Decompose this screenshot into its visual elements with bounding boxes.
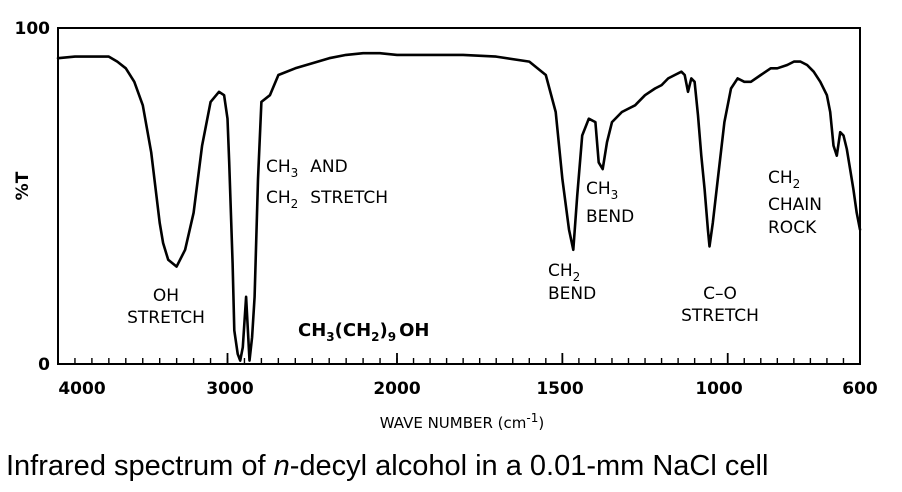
formula-ch: CH (298, 320, 326, 341)
plot-frame (57, 27, 861, 365)
minor-ticks (57, 358, 861, 364)
spectrum-line (56, 51, 862, 362)
formula-sub-3: 3 (326, 330, 334, 344)
caption-post: -decyl alcohol in a 0.01-mm NaCl cell (289, 450, 769, 482)
formula-paren: ) (380, 320, 388, 341)
x-tick-label-1500: 1500 (536, 379, 583, 399)
ch2-bend-text: CH (548, 261, 573, 281)
annotation-ch3-bend-1: CH3 (586, 179, 618, 202)
annotation-ch-stretch-2: CH2 STRETCH (266, 188, 388, 211)
ch2-sub: 2 (291, 197, 299, 211)
ch3-text: CH (266, 157, 291, 177)
caption-pre: Infrared spectrum of (6, 450, 274, 482)
formula-sub-2: 2 (371, 330, 379, 344)
formula-ch2: (CH (335, 320, 372, 341)
x-tick-label-600: 600 (842, 379, 878, 399)
ch3-bend-text: CH (586, 179, 611, 199)
annotation-oh-stretch-1: OH (153, 286, 179, 306)
annotation-chain-rock-2: CHAIN (768, 195, 822, 215)
annotation-co-stretch-1: C–O (703, 284, 737, 304)
ir-spectrum-chart: 100 0 %T 4000 3000 2000 1500 1000 600 WA… (13, 19, 878, 432)
ch3-bend-sub: 3 (611, 188, 619, 202)
annotation-chain-rock-3: ROCK (768, 218, 817, 238)
figure-caption: Infrared spectrum of n-decyl alcohol in … (6, 442, 902, 490)
ch2-text: CH (266, 188, 291, 208)
x-tick-label-2000: 2000 (373, 379, 420, 399)
x-axis-label-end: ) (538, 414, 544, 432)
x-axis-label-main: WAVE NUMBER (cm (380, 414, 527, 432)
formula-sub-9: 9 (388, 330, 396, 344)
x-axis-label-sup: -1 (526, 411, 538, 425)
and-text: AND (310, 157, 347, 177)
annotation-chain-rock-1: CH2 (768, 168, 800, 191)
x-tick-label-4000: 4000 (58, 379, 105, 399)
ch3-sub: 3 (291, 166, 299, 180)
y-axis-label: %T (13, 171, 33, 200)
y-tick-label-100: 100 (15, 19, 51, 39)
annotation-oh-stretch-2: STRETCH (127, 308, 205, 328)
rock-ch-sub: 2 (793, 177, 801, 191)
caption-italic: n (273, 450, 290, 482)
ch2-bend-sub: 2 (573, 270, 581, 284)
annotation-ch2-bend-1: CH2 (548, 261, 580, 284)
y-tick-label-0: 0 (38, 355, 50, 375)
annotation-formula: CH3(CH2)9 OH (298, 320, 429, 344)
major-ticks (57, 353, 861, 364)
formula-oh: OH (399, 320, 429, 341)
x-tick-label-3000: 3000 (206, 379, 253, 399)
rock-ch-text: CH (768, 168, 793, 188)
annotation-co-stretch-2: STRETCH (681, 306, 759, 326)
x-tick-label-1000: 1000 (695, 379, 742, 399)
annotation-ch-stretch-1: CH3 AND (266, 157, 348, 180)
annotation-ch3-bend-2: BEND (586, 207, 634, 227)
annotation-ch2-bend-2: BEND (548, 284, 596, 304)
x-axis-label: WAVE NUMBER (cm-1) (380, 411, 544, 432)
stretch-text: STRETCH (310, 188, 388, 208)
